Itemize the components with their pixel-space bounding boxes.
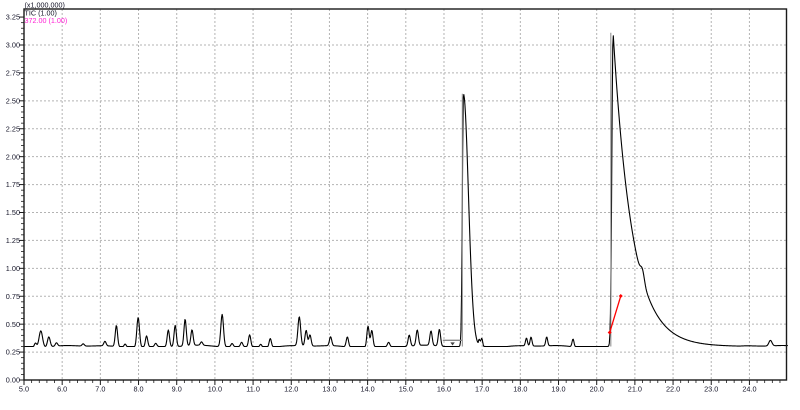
svg-text:1.00: 1.00 <box>6 264 20 273</box>
svg-text:2.25: 2.25 <box>6 124 20 133</box>
svg-text:0.75: 0.75 <box>6 292 20 301</box>
svg-text:0.00: 0.00 <box>6 376 20 385</box>
svg-text:0.25: 0.25 <box>6 348 20 357</box>
svg-text:22.0: 22.0 <box>666 384 680 393</box>
svg-text:2.75: 2.75 <box>6 69 20 78</box>
svg-text:11.0: 11.0 <box>246 384 260 393</box>
svg-text:0.50: 0.50 <box>6 320 20 329</box>
svg-text:8.0: 8.0 <box>133 384 143 393</box>
svg-text:3.25: 3.25 <box>6 13 20 22</box>
svg-text:1.50: 1.50 <box>6 208 20 217</box>
svg-text:3.00: 3.00 <box>6 41 20 50</box>
svg-text:5.0: 5.0 <box>19 384 29 393</box>
svg-text:1.25: 1.25 <box>6 236 20 245</box>
svg-text:20.0: 20.0 <box>590 384 604 393</box>
svg-text:19.0: 19.0 <box>551 384 565 393</box>
svg-text:21.0: 21.0 <box>628 384 642 393</box>
svg-text:18.0: 18.0 <box>513 384 527 393</box>
svg-text:17.0: 17.0 <box>475 384 489 393</box>
svg-text:9.0: 9.0 <box>172 384 182 393</box>
svg-text:12.0: 12.0 <box>284 384 298 393</box>
svg-text:10.0: 10.0 <box>208 384 222 393</box>
svg-text:13.0: 13.0 <box>322 384 336 393</box>
svg-text:15.0: 15.0 <box>399 384 413 393</box>
svg-text:2.50: 2.50 <box>6 96 20 105</box>
svg-text:24.0: 24.0 <box>742 384 756 393</box>
svg-text:6.0: 6.0 <box>57 384 67 393</box>
svg-text:14.0: 14.0 <box>361 384 375 393</box>
svg-text:1.75: 1.75 <box>6 180 20 189</box>
svg-text:23.0: 23.0 <box>704 384 718 393</box>
svg-text:372.00 (1.00): 372.00 (1.00) <box>25 16 68 25</box>
svg-text:7.0: 7.0 <box>95 384 105 393</box>
svg-text:2.00: 2.00 <box>6 152 20 161</box>
svg-text:16.0: 16.0 <box>437 384 451 393</box>
